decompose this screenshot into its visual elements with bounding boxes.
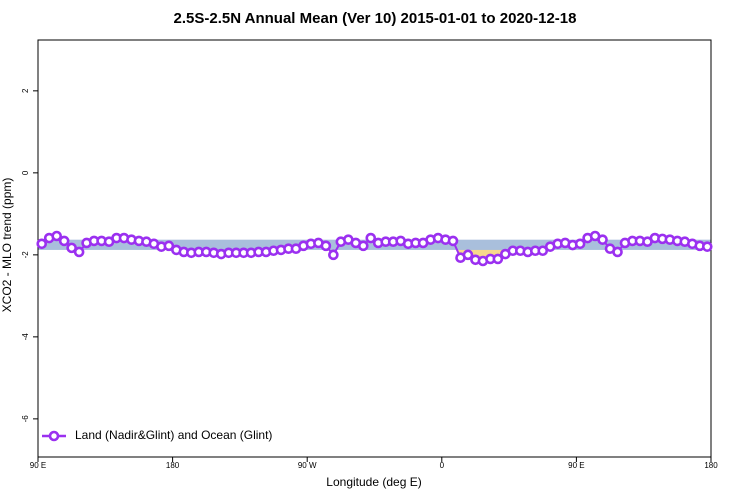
y-tick-label: -6 — [21, 415, 30, 423]
data-point — [73, 246, 85, 258]
legend-marker — [48, 430, 60, 442]
data-point — [447, 235, 459, 247]
y-tick-label: -2 — [21, 251, 30, 259]
x-tick-label: 90 W — [298, 461, 317, 470]
y-tick-label: 2 — [21, 88, 30, 93]
data-point — [612, 246, 623, 258]
x-tick-label: 90 E — [30, 461, 46, 470]
data-point — [320, 240, 332, 252]
data-point — [58, 235, 70, 247]
data-point — [66, 242, 77, 254]
legend-label: Land (Nadir&Glint) and Ocean (Glint) — [75, 428, 272, 442]
data-point — [492, 253, 504, 265]
data-point — [163, 240, 175, 252]
y-tick-label: -4 — [21, 333, 30, 341]
y-axis-label: XCO2 - MLO trend (ppm) — [0, 178, 14, 313]
data-point — [36, 238, 48, 250]
x-tick-label: 180 — [166, 461, 180, 470]
data-point — [357, 240, 369, 252]
data-point — [328, 249, 339, 261]
data-point — [51, 230, 62, 242]
y-tick-label: 0 — [21, 170, 30, 175]
data-point — [365, 232, 377, 244]
x-axis-label: Longitude (deg E) — [326, 475, 421, 489]
chart-title: 2.5S-2.5N Annual Mean (Ver 10) 2015-01-0… — [174, 10, 577, 27]
data-point — [701, 241, 713, 252]
x-tick-label: 180 — [704, 461, 718, 470]
data-point — [597, 234, 608, 245]
x-tick-label: 90 E — [568, 461, 584, 470]
data-point — [574, 238, 586, 250]
data-point — [537, 245, 549, 257]
x-tick-label: 0 — [440, 461, 445, 470]
data-point — [462, 249, 474, 261]
